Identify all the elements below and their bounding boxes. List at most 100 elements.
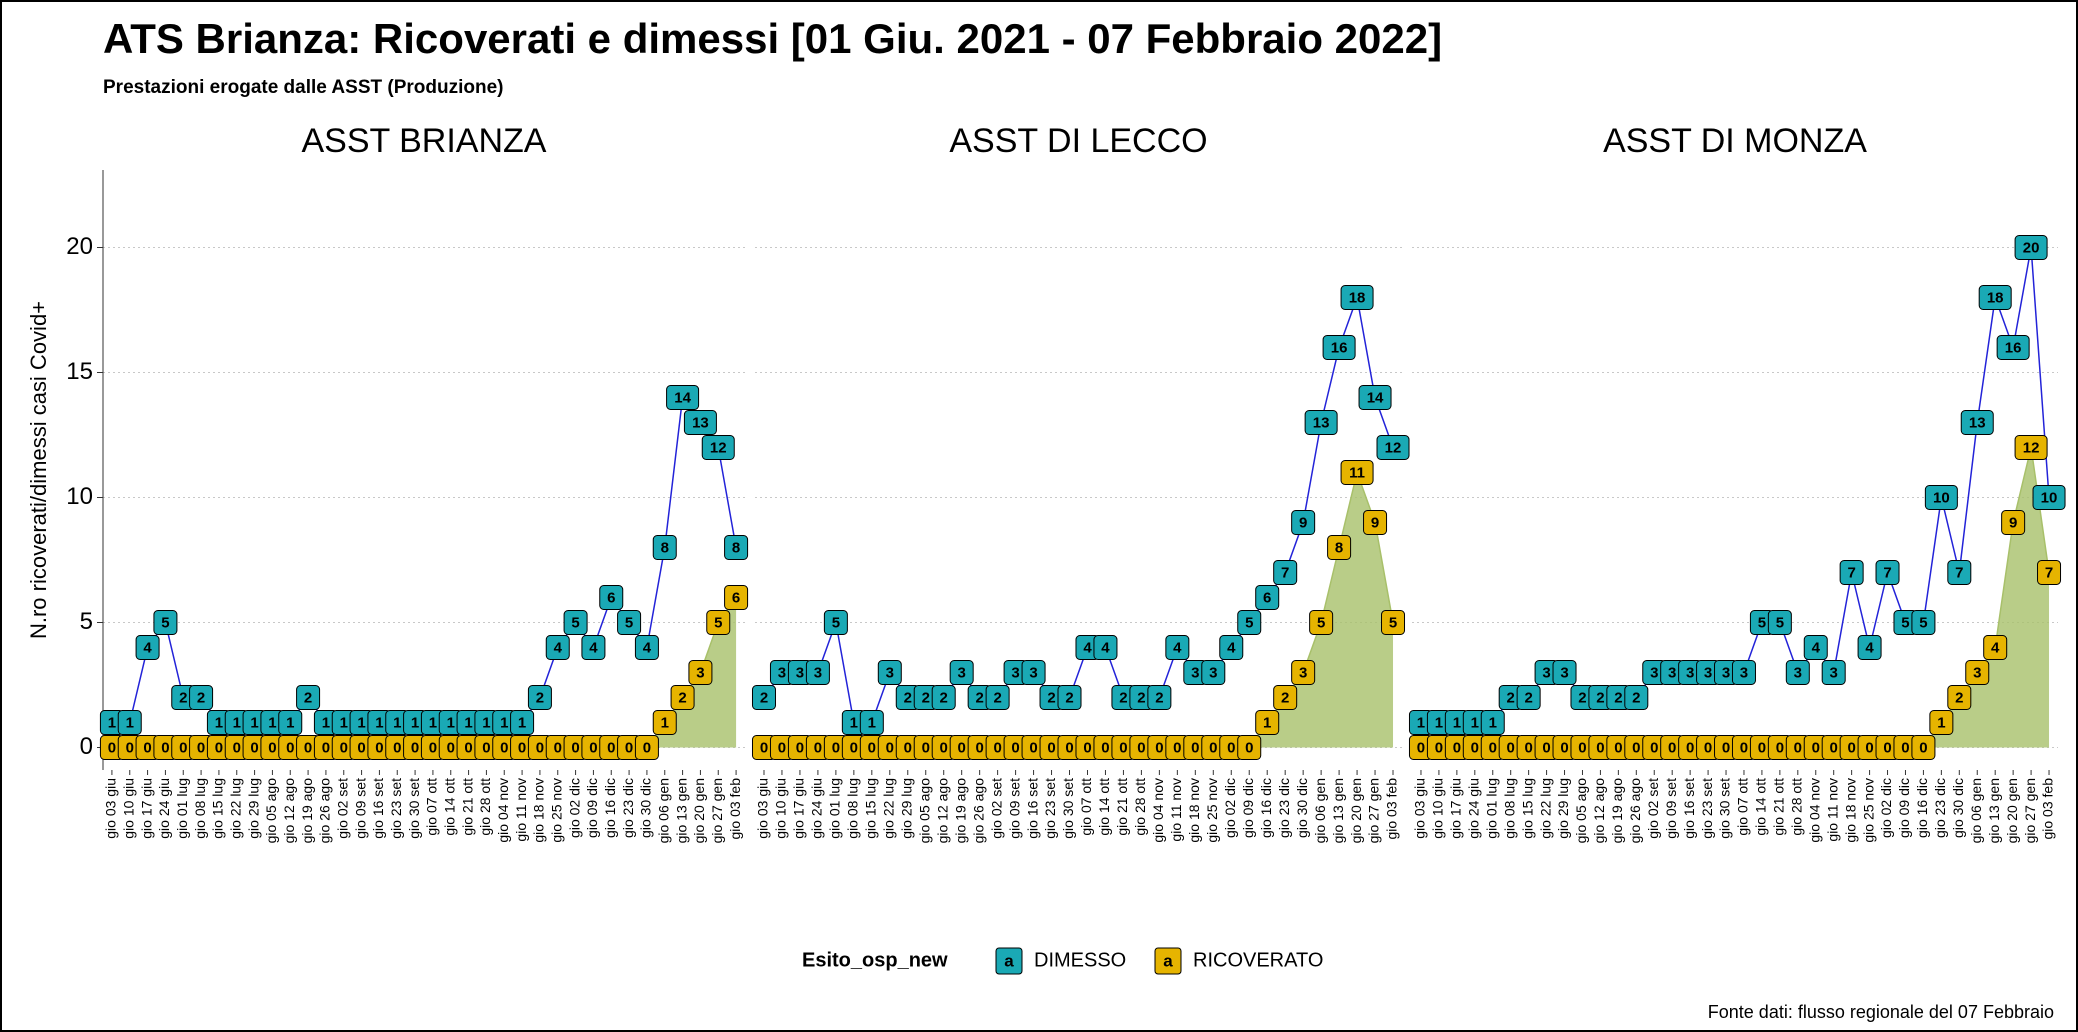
data-label: 0 (536, 739, 544, 756)
label-box (581, 635, 606, 660)
area (1420, 447, 2050, 748)
label-box (1057, 685, 1082, 710)
label-box (823, 610, 848, 635)
label-box (2001, 510, 2026, 535)
data-label: 2 (1137, 689, 1145, 706)
data-label: 3 (814, 664, 822, 681)
x-tick-label: gio 18 nov (1842, 778, 1858, 843)
data-label: 13 (1313, 414, 1330, 431)
data-label: 3 (958, 664, 966, 681)
x-tick-label: gio 25 nov (1860, 778, 1876, 843)
x-tick-label: gio 25 nov (548, 778, 564, 843)
data-label: 3 (796, 664, 804, 681)
data-label: 4 (589, 639, 598, 656)
data-label: 2 (1524, 689, 1532, 706)
data-label: 0 (1578, 739, 1586, 756)
data-label: 0 (1011, 739, 1019, 756)
y-tick-label: 20 (66, 233, 93, 260)
data-label: 4 (1101, 639, 1110, 656)
data-label: 0 (1596, 739, 1604, 756)
data-label: 2 (904, 689, 912, 706)
data-label: 16 (1331, 339, 1348, 356)
label-box (1021, 660, 1046, 685)
x-tick-label: gio 16 set (370, 778, 386, 839)
x-tick-label: gio 17 giu (791, 778, 807, 839)
data-label: 3 (778, 664, 786, 681)
x-tick-label: gio 27 gen (2022, 778, 2038, 843)
label-box (1978, 285, 2012, 310)
data-label: 0 (1901, 739, 1909, 756)
data-label: 0 (322, 739, 330, 756)
data-label: 0 (554, 739, 562, 756)
data-label: 4 (1991, 639, 2000, 656)
x-tick-label: gio 22 lug (1537, 778, 1553, 839)
data-label: 7 (1281, 564, 1289, 581)
data-label: 1 (322, 714, 330, 731)
x-tick-label: gio 07 ott (424, 778, 440, 836)
data-label: 3 (1722, 664, 1730, 681)
label-box (1304, 410, 1338, 435)
label-box (1996, 335, 2030, 360)
x-tick-label: gio 10 giu (773, 778, 789, 839)
data-label: 0 (643, 739, 651, 756)
label-box (634, 735, 659, 760)
data-label: 9 (1371, 514, 1379, 531)
label-box (1255, 710, 1280, 735)
legend-title: Esito_osp_new (802, 949, 948, 971)
data-label: 1 (661, 714, 669, 731)
x-tick-label: gio 15 lug (863, 778, 879, 839)
x-tick-label: gio 05 ago (263, 778, 279, 844)
data-label: 0 (1227, 739, 1235, 756)
data-label: 4 (1812, 639, 1821, 656)
x-tick-label: gio 21 ott (459, 778, 475, 836)
x-tick-label: gio 09 set (1006, 778, 1022, 839)
data-label: 0 (1883, 739, 1891, 756)
data-label: 1 (482, 714, 490, 731)
data-label: 0 (518, 739, 526, 756)
label-box (1358, 385, 1392, 410)
data-label: 3 (1191, 664, 1199, 681)
data-label: 0 (1209, 739, 1217, 756)
label-box (859, 710, 884, 735)
x-tick-label: gio 03 feb (2040, 778, 2056, 840)
label-box (1803, 635, 1828, 660)
data-label: 3 (1650, 664, 1658, 681)
label-box (666, 385, 700, 410)
data-label: 2 (1578, 689, 1586, 706)
data-label: 5 (1245, 614, 1253, 631)
x-tick-label: gio 21 ott (1771, 778, 1787, 836)
data-label: 1 (268, 714, 276, 731)
data-label: 5 (625, 614, 633, 631)
x-tick-label: gio 27 gen (1366, 778, 1382, 843)
data-label: 3 (1668, 664, 1676, 681)
data-label: 0 (1453, 739, 1461, 756)
label-box (1947, 685, 1972, 710)
data-label: 1 (500, 714, 508, 731)
data-label: 5 (1901, 614, 1909, 631)
data-label: 0 (1137, 739, 1145, 756)
label-box (117, 710, 142, 735)
data-label: 1 (447, 714, 455, 731)
x-tick-label: gio 19 ago (952, 778, 968, 844)
data-label: 0 (1847, 739, 1855, 756)
y-tick-label: 10 (66, 483, 93, 510)
x-tick-label: gio 24 giu (809, 778, 825, 839)
data-label: 0 (1507, 739, 1515, 756)
x-tick-label: gio 24 giu (156, 778, 172, 839)
x-tick-label: gio 27 gen (709, 778, 725, 843)
data-label: 1 (850, 714, 858, 731)
label-box (1911, 610, 1936, 635)
data-label: 8 (1335, 539, 1343, 556)
data-label: 0 (304, 739, 312, 756)
data-label: 1 (411, 714, 419, 731)
data-label: 2 (1119, 689, 1127, 706)
data-label: 0 (1865, 739, 1873, 756)
x-tick-label: gio 13 gen (1330, 778, 1346, 843)
x-tick-label: gio 16 dic (1914, 778, 1930, 838)
data-label: 0 (161, 739, 169, 756)
data-label: 0 (1435, 739, 1443, 756)
data-label: 0 (1489, 739, 1497, 756)
data-label: 2 (1155, 689, 1163, 706)
data-label: 14 (1367, 389, 1384, 406)
